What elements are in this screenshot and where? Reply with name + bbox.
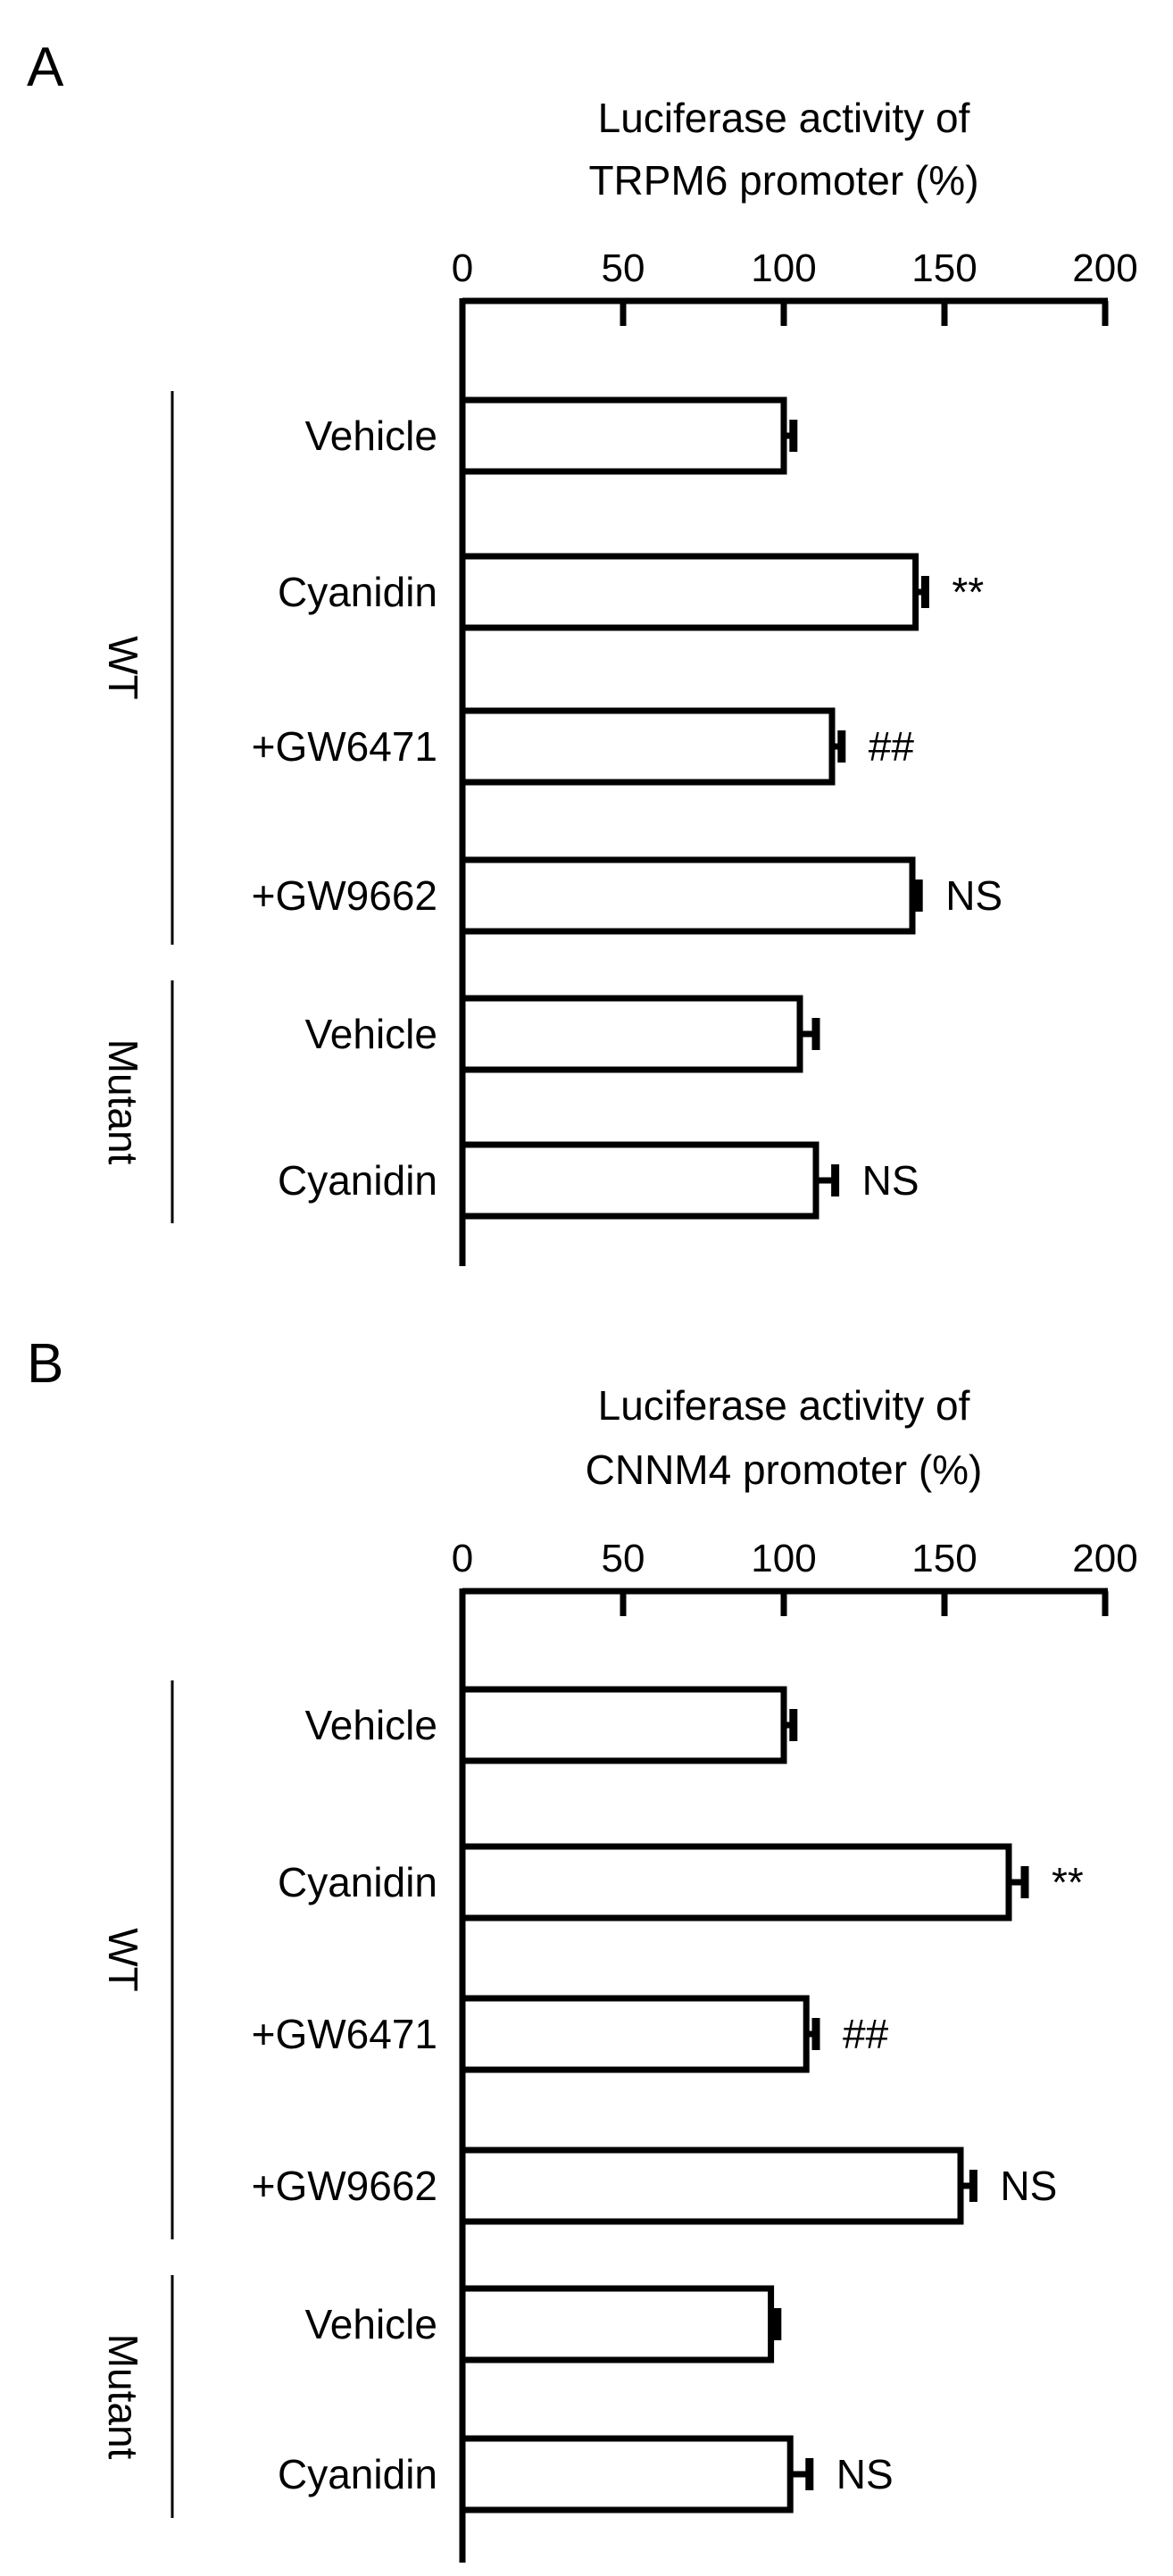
x-tick-label: 100 xyxy=(751,246,816,290)
category-label: +GW9662 xyxy=(252,2163,437,2209)
category-label: Vehicle xyxy=(305,1702,437,1748)
bar xyxy=(459,1995,810,2073)
category-label: +GW9662 xyxy=(252,872,437,919)
group-label: Mutant xyxy=(100,1039,146,1165)
category-label: Cyanidin xyxy=(278,569,437,615)
category-label: Cyanidin xyxy=(278,1859,437,1905)
x-tick-label: 50 xyxy=(602,246,645,290)
chart-title-line-2: CNNM4 promoter (%) xyxy=(586,1446,983,1493)
bar xyxy=(459,995,803,1073)
significance-label: NS xyxy=(945,872,1002,919)
panel-letter: A xyxy=(27,37,64,98)
category-label: Vehicle xyxy=(305,2301,437,2347)
category-label: +GW6471 xyxy=(252,2011,437,2057)
bar xyxy=(459,1141,819,1220)
group-label: WT xyxy=(100,1928,146,1992)
bar xyxy=(459,1686,787,1764)
bar xyxy=(459,553,919,631)
bar xyxy=(459,2147,964,2225)
x-tick-label: 0 xyxy=(452,246,473,290)
category-label: +GW6471 xyxy=(252,723,437,770)
bar xyxy=(459,2285,775,2363)
significance-label: NS xyxy=(836,2451,894,2497)
x-tick-label: 150 xyxy=(911,1537,977,1580)
x-tick-label: 100 xyxy=(751,1537,816,1580)
x-tick-label: 50 xyxy=(602,1537,645,1580)
significance-label: NS xyxy=(862,1157,919,1204)
category-label: Cyanidin xyxy=(278,2451,437,2497)
chart-title-line-1: Luciferase activity of xyxy=(598,95,970,141)
category-label: Cyanidin xyxy=(278,1157,437,1204)
x-tick-label: 150 xyxy=(911,246,977,290)
significance-label: ** xyxy=(952,569,984,615)
x-tick-label: 200 xyxy=(1072,246,1137,290)
chart-title-line-1: Luciferase activity of xyxy=(598,1382,970,1429)
significance-label: NS xyxy=(1000,2163,1057,2209)
group-label: Mutant xyxy=(100,2334,146,2460)
panel-letter: B xyxy=(27,1333,63,1395)
bar xyxy=(459,2435,794,2513)
chart-title-line-2: TRPM6 promoter (%) xyxy=(588,157,978,204)
category-label: Vehicle xyxy=(305,1011,437,1057)
group-label: WT xyxy=(100,636,146,700)
x-tick-label: 0 xyxy=(452,1537,473,1580)
bar xyxy=(459,1843,1012,1922)
significance-label: ## xyxy=(869,723,915,770)
category-label: Vehicle xyxy=(305,413,437,459)
bar xyxy=(459,396,787,475)
significance-label: ## xyxy=(843,2011,889,2057)
x-tick-label: 200 xyxy=(1072,1537,1137,1580)
bar xyxy=(459,856,916,935)
bar xyxy=(459,707,836,786)
significance-label: ** xyxy=(1052,1859,1084,1905)
